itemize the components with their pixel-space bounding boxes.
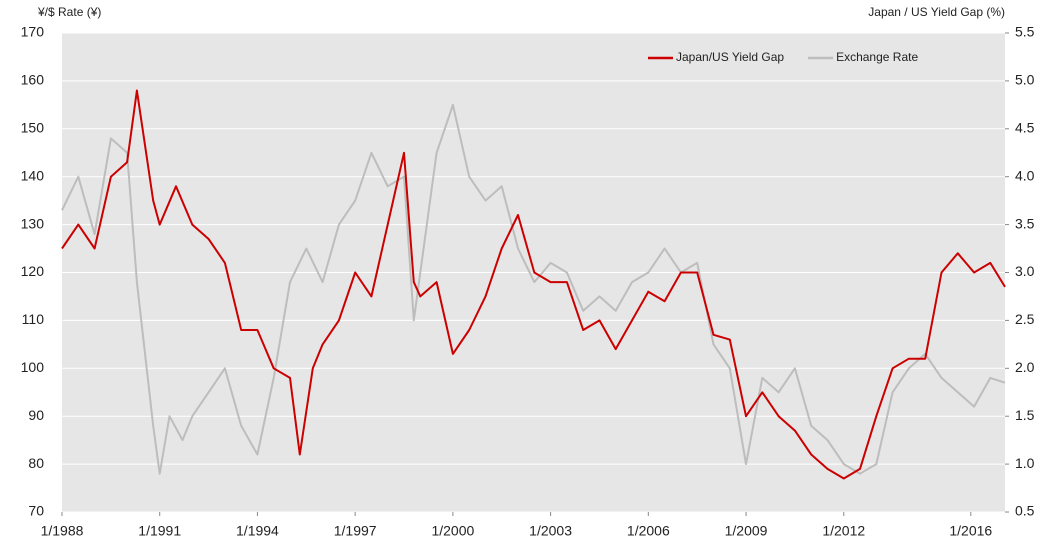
y-tick-label: 150 [21, 120, 45, 136]
y2-tick-label: 2.5 [1015, 311, 1035, 327]
y2-tick-label: 2.0 [1015, 359, 1035, 375]
x-tick-label: 1/1997 [334, 523, 377, 539]
y2-tick-label: 3.0 [1015, 263, 1035, 279]
y2-tick-label: 0.5 [1015, 503, 1035, 519]
x-tick-label: 1/2003 [529, 523, 572, 539]
y2-tick-label: 1.5 [1015, 407, 1035, 423]
y-tick-label: 170 [21, 24, 45, 40]
y-tick-label: 130 [21, 215, 45, 231]
series-line [61, 103, 1006, 475]
x-tick-label: 1/1994 [236, 523, 279, 539]
y-tick-label: 110 [22, 311, 45, 327]
y-tick-label: 80 [28, 455, 44, 471]
series-line [61, 89, 1006, 480]
x-tick-label: 1/2009 [725, 523, 768, 539]
y2-tick-label: 5.5 [1015, 24, 1035, 40]
y2-tick-label: 4.0 [1015, 167, 1035, 183]
y2-tick-label: 1.0 [1015, 455, 1035, 471]
x-tick-label: 1/1988 [41, 523, 84, 539]
y2-tick-label: 4.5 [1015, 120, 1035, 136]
y2-tick-label: 3.5 [1015, 215, 1035, 231]
y-tick-label: 100 [21, 359, 45, 375]
y-tick-label: 140 [21, 167, 45, 183]
x-tick-label: 1/2006 [627, 523, 670, 539]
x-tick-label: 1/2012 [822, 523, 865, 539]
x-tick-label: 1/2016 [949, 523, 992, 539]
y-tick-label: 70 [28, 503, 44, 519]
y-axis-label: ¥/$ Rate (¥) [37, 5, 101, 19]
x-tick-label: 1/2000 [431, 523, 474, 539]
y-tick-label: 160 [21, 72, 45, 88]
legend-label: Exchange Rate [836, 50, 918, 64]
y-tick-label: 90 [28, 407, 44, 423]
y2-tick-label: 5.0 [1015, 72, 1035, 88]
legend-label: Japan/US Yield Gap [676, 50, 784, 64]
y-tick-label: 120 [21, 263, 45, 279]
y2-axis-label: Japan / US Yield Gap (%) [868, 5, 1005, 19]
x-tick-label: 1/1991 [138, 523, 181, 539]
